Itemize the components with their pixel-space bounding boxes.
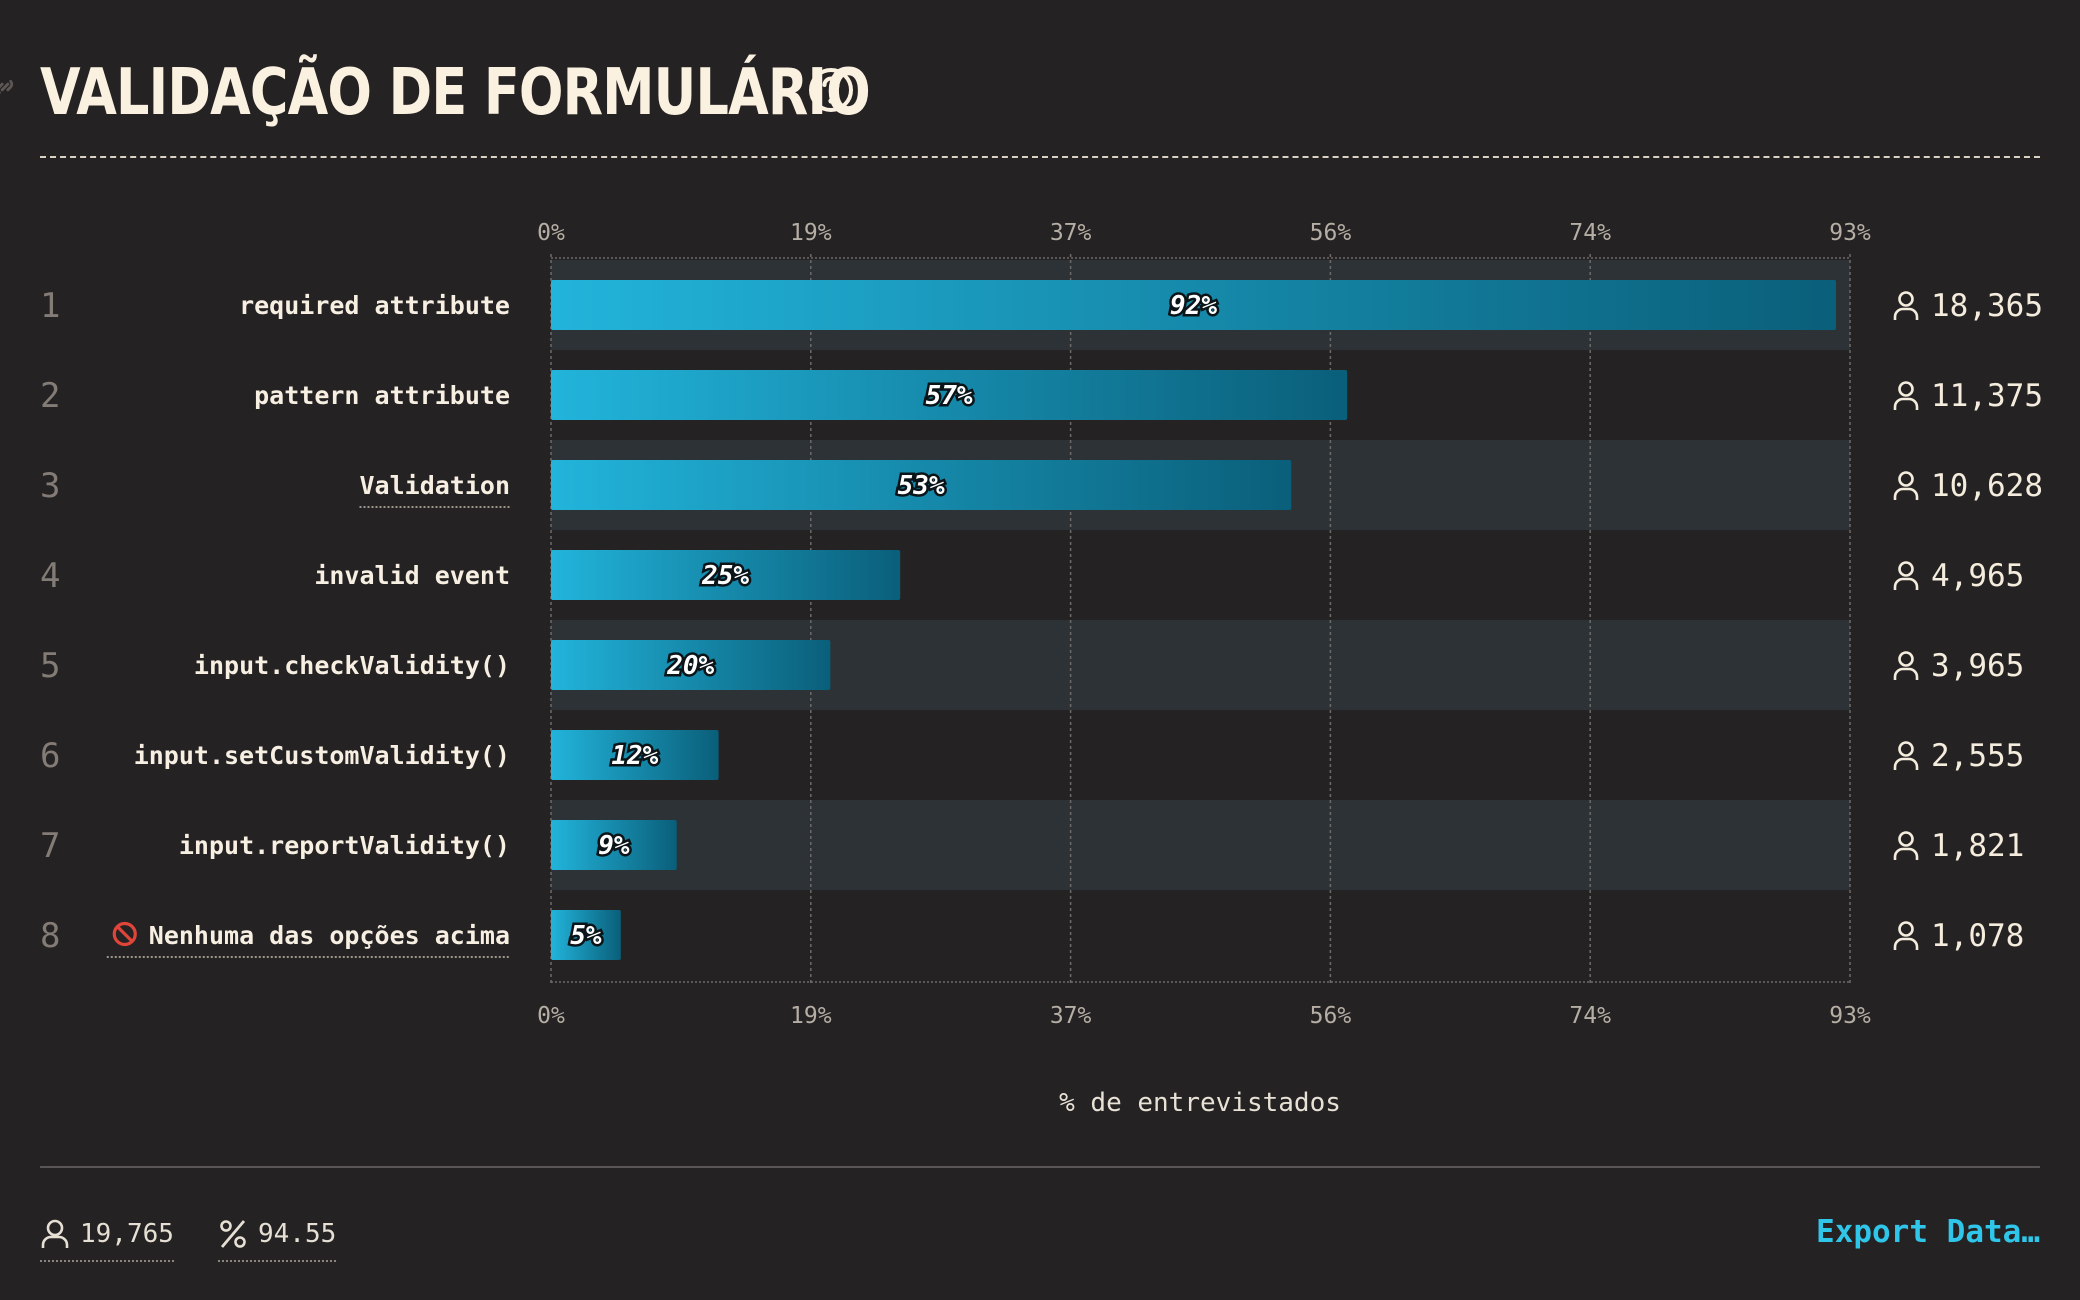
top-axis: 0% 19% 37% 56% 74% 93%	[537, 220, 1871, 246]
footer-divider	[40, 1166, 2040, 1168]
chart-row: 2 pattern attribute 57% 11,375	[40, 370, 2043, 420]
percent-stat[interactable]: 94.55	[218, 1212, 337, 1262]
user-icon	[41, 1219, 69, 1248]
prohibited-icon	[112, 921, 137, 947]
x-axis-title: % de entrevistados	[1059, 1088, 1341, 1118]
rank-number: 3	[40, 466, 60, 506]
rank-number: 4	[40, 556, 60, 596]
bar-chart: 0% 19% 37% 56% 74% 93% 0% 19% 37% 56% 74% 93% 1 req…	[40, 220, 2043, 1029]
x-tick-label: 56%	[1310, 220, 1352, 246]
user-icon	[1893, 471, 1919, 500]
rank-number: 7	[40, 826, 60, 866]
x-tick-label: 93%	[1829, 1003, 1871, 1029]
chart-row: 7 input.reportValidity() 9% 1,821	[40, 820, 2024, 870]
chart-row: 3 Validation 53% 10,628	[40, 460, 2043, 510]
chart-row: 8 Nenhuma das opções acima 5% 1,078	[40, 910, 2024, 960]
x-tick-label: 37%	[1050, 1003, 1092, 1029]
rank-number: 6	[40, 736, 60, 776]
x-tick-label: 74%	[1569, 1003, 1611, 1029]
bar[interactable]	[551, 280, 1837, 330]
bar[interactable]	[551, 910, 621, 960]
user-icon	[1893, 291, 1919, 320]
page-title: VALIDAÇÃO DE FORMULÁRIO	[40, 56, 871, 130]
respondent-count: 1,821	[1931, 828, 2024, 864]
x-tick-label: 56%	[1310, 1003, 1352, 1029]
respondent-count: 18,365	[1931, 288, 2043, 324]
export-data-button[interactable]: Export Data…	[1816, 1214, 2040, 1250]
category-label: pattern attribute	[254, 381, 510, 410]
link-icon[interactable]	[0, 70, 22, 104]
respondent-count: 4,965	[1931, 558, 2024, 594]
help-icon[interactable]	[806, 65, 856, 115]
category-label[interactable]: Nenhuma das opções acima	[149, 921, 510, 950]
bar[interactable]	[551, 460, 1292, 510]
row-stripe	[551, 800, 1850, 890]
bar-value-label: 25%	[701, 561, 749, 591]
respondents-value: 19,765	[80, 1219, 174, 1249]
respondent-count: 2,555	[1931, 738, 2024, 774]
respondent-count: 10,628	[1931, 468, 2043, 504]
rank-number: 8	[40, 916, 60, 956]
rank-number: 1	[40, 286, 60, 326]
user-icon	[1893, 651, 1919, 680]
bar-value-label: 9%	[598, 831, 630, 861]
bar[interactable]	[551, 370, 1348, 420]
user-icon	[1893, 741, 1919, 770]
bar-value-label: 20%	[666, 651, 714, 681]
title-divider	[40, 156, 2040, 158]
category-label: input.checkValidity()	[194, 651, 510, 680]
respondent-count: 3,965	[1931, 648, 2024, 684]
x-tick-label: 0%	[537, 220, 565, 246]
bar-value-label: 92%	[1170, 291, 1217, 321]
x-tick-label: 37%	[1050, 220, 1092, 246]
user-icon	[1893, 921, 1919, 950]
respondents-stat[interactable]: 19,765	[40, 1212, 174, 1262]
x-tick-label: 19%	[790, 1003, 832, 1029]
bar[interactable]	[551, 550, 901, 600]
bottom-axis: 0% 19% 37% 56% 74% 93%	[537, 1003, 1871, 1029]
respondent-count: 11,375	[1931, 378, 2043, 414]
user-icon	[1893, 561, 1919, 590]
title-row: VALIDAÇÃO DE FORMULÁRIO	[40, 38, 1052, 148]
user-icon	[1893, 831, 1919, 860]
respondent-count: 1,078	[1931, 918, 2024, 954]
bar[interactable]	[551, 820, 677, 870]
bar[interactable]	[551, 640, 831, 690]
category-label: invalid event	[314, 561, 510, 590]
bar-value-label: 57%	[926, 381, 973, 411]
chart-rows: 1 required attribute 92% 18,365 2 pattern att…	[40, 280, 2043, 960]
category-label: input.reportValidity()	[179, 831, 510, 860]
percent-value: 94.55	[258, 1219, 337, 1249]
chart-row: 5 input.checkValidity() 20% 3,965	[40, 640, 2024, 690]
x-tick-label: 0%	[537, 1003, 565, 1029]
chart-row: 6 input.setCustomValidity() 12% 2,555	[40, 730, 2024, 780]
x-tick-label: 93%	[1829, 220, 1871, 246]
bar-value-label: 5%	[570, 921, 602, 951]
rank-number: 5	[40, 646, 60, 686]
x-tick-label: 19%	[790, 220, 832, 246]
category-label: input.setCustomValidity()	[134, 741, 510, 770]
chart-row: 1 required attribute 92% 18,365	[40, 280, 2043, 330]
bar-value-label: 53%	[898, 471, 945, 501]
category-label[interactable]: Validation	[359, 471, 510, 500]
x-tick-label: 74%	[1569, 220, 1611, 246]
bar[interactable]	[551, 730, 719, 780]
percent-icon	[220, 1220, 246, 1248]
category-label: required attribute	[239, 291, 510, 320]
bar-value-label: 12%	[611, 741, 658, 771]
user-icon	[1893, 381, 1919, 410]
chart-row: 4 invalid event 25% 4,965	[40, 550, 2024, 600]
rank-number: 2	[40, 376, 60, 416]
